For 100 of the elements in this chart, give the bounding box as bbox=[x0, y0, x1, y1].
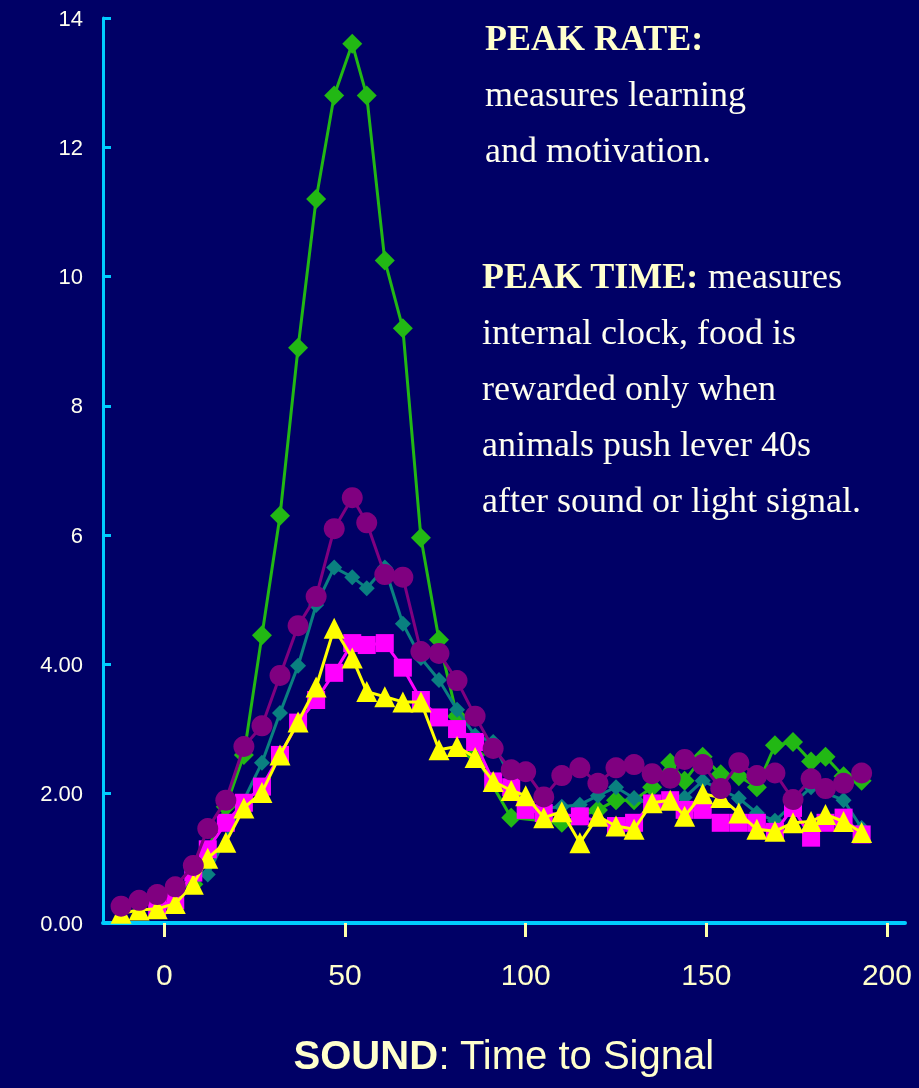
point bbox=[110, 895, 132, 917]
point bbox=[448, 720, 467, 739]
point bbox=[164, 876, 186, 898]
point bbox=[410, 527, 431, 548]
point bbox=[182, 854, 204, 876]
point bbox=[815, 778, 837, 800]
point bbox=[692, 754, 714, 776]
x-tick-label: 150 bbox=[681, 957, 732, 991]
point bbox=[428, 739, 450, 761]
point bbox=[551, 765, 573, 787]
point bbox=[605, 790, 626, 811]
point bbox=[233, 797, 255, 819]
point bbox=[251, 715, 273, 737]
point bbox=[429, 708, 448, 727]
point bbox=[569, 757, 591, 779]
y-tick-label: 6 bbox=[70, 522, 83, 548]
point bbox=[746, 765, 768, 787]
point bbox=[392, 318, 413, 339]
y-tick-label: 4.00 bbox=[40, 651, 83, 677]
x-axis-title: SOUND: Time to Signal bbox=[293, 1033, 715, 1077]
point bbox=[375, 634, 394, 653]
point bbox=[270, 505, 291, 526]
point bbox=[356, 512, 378, 534]
point bbox=[782, 789, 804, 811]
point bbox=[374, 250, 395, 271]
point bbox=[692, 783, 714, 805]
point bbox=[641, 763, 663, 785]
point bbox=[305, 676, 327, 698]
point bbox=[587, 805, 609, 827]
x-tick-label: 0 bbox=[156, 957, 173, 991]
y-tick-label: 2.00 bbox=[40, 781, 83, 807]
point bbox=[851, 762, 873, 784]
point bbox=[146, 884, 168, 906]
point bbox=[711, 813, 730, 832]
point bbox=[392, 691, 414, 713]
point bbox=[674, 805, 696, 827]
point bbox=[710, 778, 732, 800]
point bbox=[659, 767, 681, 789]
point bbox=[394, 615, 411, 632]
point bbox=[393, 658, 412, 677]
point bbox=[253, 754, 270, 771]
point bbox=[501, 807, 522, 828]
point bbox=[782, 812, 804, 834]
y-tick-label: 0.00 bbox=[40, 910, 83, 936]
point bbox=[533, 786, 555, 808]
point bbox=[290, 657, 307, 674]
point bbox=[410, 641, 432, 662]
point bbox=[446, 736, 468, 758]
point bbox=[764, 762, 786, 784]
point bbox=[833, 772, 855, 794]
point bbox=[728, 802, 750, 824]
point bbox=[551, 801, 573, 823]
point bbox=[515, 761, 537, 783]
point bbox=[800, 811, 822, 833]
point bbox=[569, 832, 591, 854]
point bbox=[815, 746, 836, 767]
point bbox=[587, 772, 609, 794]
point bbox=[323, 617, 345, 639]
y-tick-label: 12 bbox=[58, 134, 83, 160]
point bbox=[215, 831, 237, 853]
point bbox=[764, 735, 785, 756]
point bbox=[251, 781, 273, 803]
point bbox=[392, 566, 414, 588]
point bbox=[374, 564, 396, 586]
point bbox=[464, 705, 486, 727]
point bbox=[251, 625, 272, 646]
point bbox=[428, 642, 450, 664]
point bbox=[324, 85, 345, 106]
point bbox=[833, 811, 855, 833]
point bbox=[623, 818, 645, 840]
point bbox=[288, 337, 309, 358]
point bbox=[800, 768, 822, 790]
point bbox=[482, 737, 504, 759]
point bbox=[730, 790, 747, 807]
point bbox=[342, 33, 363, 54]
point bbox=[801, 751, 822, 772]
y-tick-label: 8 bbox=[70, 393, 83, 419]
point bbox=[341, 487, 363, 509]
point bbox=[325, 663, 344, 682]
point bbox=[674, 748, 696, 770]
point bbox=[835, 792, 852, 809]
x-tick-label: 200 bbox=[861, 957, 912, 991]
point bbox=[815, 803, 837, 825]
point bbox=[306, 189, 327, 209]
annotation: PEAK TIME: measures internal clock, food is rewarded only when animals push lever 40s after sound or light signal. bbox=[482, 256, 861, 520]
point bbox=[783, 732, 804, 752]
point bbox=[446, 670, 468, 692]
point bbox=[358, 580, 375, 597]
point bbox=[323, 518, 345, 540]
point bbox=[356, 85, 377, 106]
point bbox=[326, 559, 343, 576]
point bbox=[344, 569, 361, 586]
point bbox=[515, 785, 537, 807]
point bbox=[215, 789, 237, 811]
x-tick-label: 50 bbox=[328, 957, 362, 991]
point bbox=[356, 681, 378, 703]
point bbox=[623, 754, 645, 776]
point bbox=[287, 615, 309, 637]
annotation: PEAK RATE: measures learning and motivation. bbox=[485, 18, 746, 170]
point bbox=[728, 752, 750, 774]
